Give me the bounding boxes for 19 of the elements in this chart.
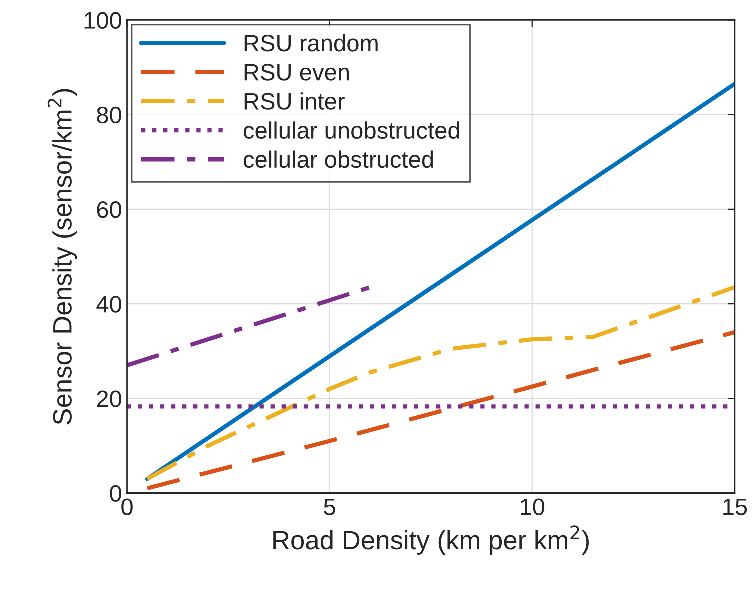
legend-label: RSU random: [244, 34, 378, 52]
x-tick-label: 0: [122, 498, 133, 516]
line-series: [145, 330, 735, 491]
y-tick-label: 100: [84, 12, 122, 30]
y-tick-label: 80: [97, 106, 122, 124]
line-series: [145, 285, 735, 482]
x-tick-label: 10: [521, 498, 545, 516]
legend-label: cellular unobstructed: [244, 122, 460, 140]
y-tick-label: 60: [97, 202, 122, 218]
y-tick-label: 0: [110, 485, 122, 502]
y-axis-title: Sensor Density (sensor/km$^{2}$): [48, 89, 78, 425]
legend-label: RSU inter: [244, 92, 345, 110]
legend-label: cellular obstructed: [244, 150, 434, 168]
x-axis-title: Road Density (km per km$^{2}$): [274, 526, 590, 555]
x-tick-label: 15: [724, 498, 748, 516]
y-tick-label: 40: [96, 296, 122, 313]
y-tick-label: 20: [97, 390, 122, 408]
x-tick-label: 5: [324, 498, 336, 516]
legend-label: RSU even: [244, 64, 350, 81]
